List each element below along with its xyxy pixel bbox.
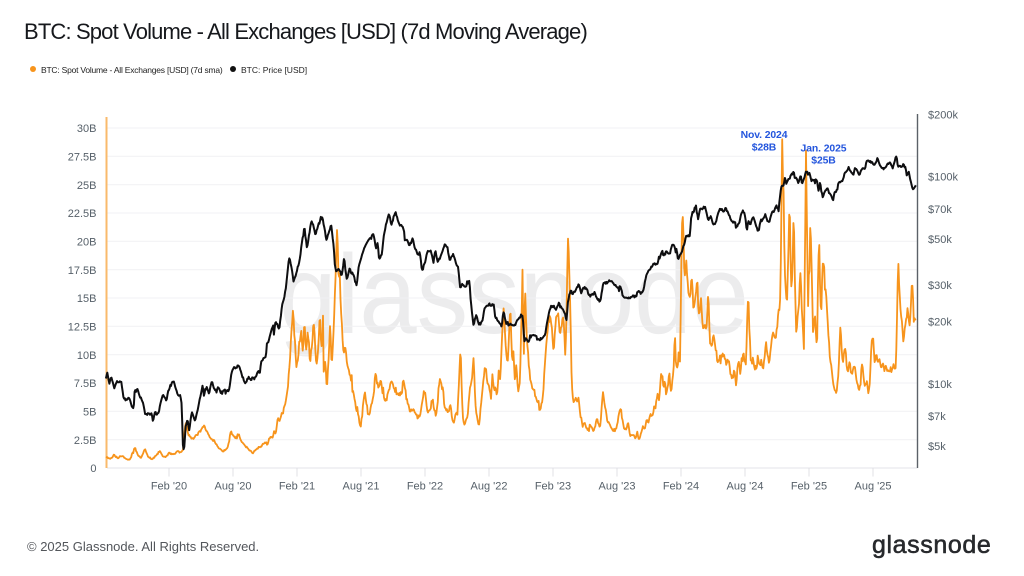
svg-text:Aug '22: Aug '22 — [471, 480, 508, 492]
svg-text:$5k: $5k — [928, 441, 946, 453]
svg-text:17.5B: 17.5B — [68, 265, 97, 277]
svg-text:$20k: $20k — [928, 317, 952, 329]
svg-text:Nov. 2024: Nov. 2024 — [741, 130, 788, 141]
svg-text:30B: 30B — [77, 123, 97, 135]
svg-text:Feb '20: Feb '20 — [151, 480, 187, 492]
svg-text:$7k: $7k — [928, 411, 946, 423]
svg-text:$50k: $50k — [928, 234, 952, 246]
svg-text:5B: 5B — [83, 407, 96, 419]
svg-text:$28B: $28B — [752, 143, 777, 154]
svg-text:0: 0 — [90, 463, 96, 475]
svg-text:Aug '21: Aug '21 — [343, 480, 380, 492]
svg-text:12.5B: 12.5B — [68, 322, 97, 334]
svg-text:Aug '20: Aug '20 — [215, 480, 252, 492]
svg-text:$25B: $25B — [811, 156, 836, 167]
svg-text:7.5B: 7.5B — [74, 378, 97, 390]
svg-text:$10k: $10k — [928, 379, 952, 391]
svg-text:$200k: $200k — [928, 110, 958, 122]
svg-text:20B: 20B — [77, 237, 97, 249]
svg-text:25B: 25B — [77, 180, 97, 192]
svg-text:Feb '21: Feb '21 — [279, 480, 315, 492]
svg-text:Aug '23: Aug '23 — [599, 480, 636, 492]
svg-text:Aug '24: Aug '24 — [727, 480, 764, 492]
svg-text:$100k: $100k — [928, 172, 958, 184]
svg-text:Feb '22: Feb '22 — [407, 480, 443, 492]
svg-text:22.5B: 22.5B — [68, 208, 97, 220]
svg-text:Jan. 2025: Jan. 2025 — [801, 144, 847, 155]
svg-text:2.5B: 2.5B — [74, 435, 97, 447]
svg-text:Feb '25: Feb '25 — [791, 480, 827, 492]
svg-text:Aug '25: Aug '25 — [855, 480, 892, 492]
svg-text:27.5B: 27.5B — [68, 152, 97, 164]
svg-text:$30k: $30k — [928, 280, 952, 292]
svg-text:$70k: $70k — [928, 204, 952, 216]
svg-text:10B: 10B — [77, 350, 97, 362]
svg-text:15B: 15B — [77, 293, 97, 305]
svg-text:Feb '23: Feb '23 — [535, 480, 571, 492]
svg-text:Feb '24: Feb '24 — [663, 480, 699, 492]
svg-text:glassnode: glassnode — [279, 232, 749, 357]
